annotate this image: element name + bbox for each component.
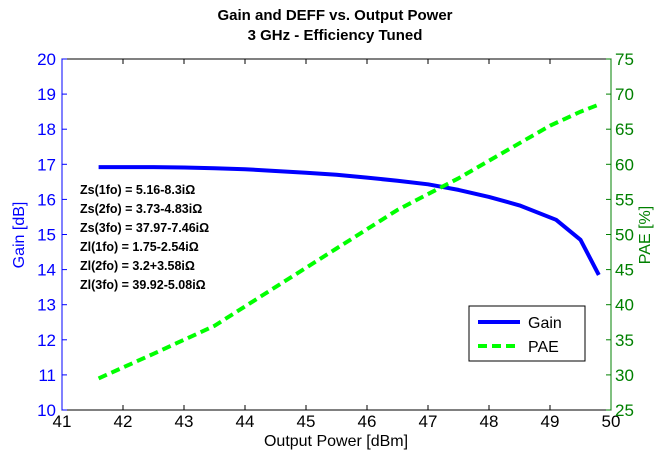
right-tick-label: 25 — [615, 401, 634, 420]
annotation-zs2: Zs(2fo) = 3.73-4.83iΩ — [80, 202, 202, 216]
x-tick-label: 49 — [541, 412, 560, 431]
left-tick-label: 12 — [37, 331, 56, 350]
left-tick-label: 11 — [38, 366, 56, 385]
right-tick-label: 60 — [615, 155, 634, 174]
left-tick-label: 19 — [37, 85, 56, 104]
annotation-zl3: Zl(3fo) = 39.92-5.08iΩ — [80, 278, 206, 292]
left-tick-label: 15 — [37, 226, 56, 245]
x-axis-label: Output Power [dBm] — [264, 433, 408, 450]
x-tick-label: 48 — [480, 412, 499, 431]
right-axis-ticks: 25 30 35 40 45 50 55 60 65 70 75 — [606, 50, 634, 420]
right-tick-label: 55 — [615, 190, 634, 209]
left-tick-label: 17 — [37, 155, 56, 174]
annotation-zl1: Zl(1fo) = 1.75-2.54iΩ — [80, 240, 199, 254]
legend: Gain PAE — [468, 305, 586, 362]
x-tick-label: 43 — [175, 412, 194, 431]
right-tick-label: 70 — [615, 85, 634, 104]
right-tick-label: 65 — [615, 120, 634, 139]
right-axis-label: PAE [%] — [637, 206, 654, 264]
right-tick-label: 40 — [615, 296, 634, 315]
x-tick-label: 42 — [114, 412, 133, 431]
annotation-zs3: Zs(3fo) = 37.97-7.46iΩ — [80, 221, 209, 235]
annotation-zl2: Zl(2fo) = 3.2+3.58iΩ — [80, 259, 195, 273]
legend-box — [468, 305, 586, 362]
x-tick-label: 45 — [297, 412, 316, 431]
x-tick-label: 41 — [53, 412, 72, 431]
right-tick-label: 35 — [615, 331, 634, 350]
left-tick-label: 14 — [37, 261, 56, 280]
left-tick-label: 20 — [37, 50, 56, 69]
series-line-pae — [97, 102, 600, 381]
right-tick-label: 50 — [615, 226, 634, 245]
series-line-gain — [98, 165, 601, 276]
right-tick-label: 45 — [615, 261, 634, 280]
right-tick-label: 75 — [615, 50, 634, 69]
annotation-zs1: Zs(1fo) = 5.16-8.3iΩ — [80, 183, 195, 197]
x-tick-label: 50 — [602, 412, 621, 431]
left-axis-label: Gain [dB] — [11, 202, 28, 269]
left-tick-label: 18 — [37, 120, 56, 139]
x-axis-ticks: 41 42 43 44 45 46 47 48 49 50 — [53, 59, 621, 431]
left-tick-label: 10 — [37, 401, 56, 420]
left-tick-label: 16 — [37, 190, 56, 209]
legend-label-pae: PAE — [528, 339, 559, 356]
series-layer — [97, 102, 601, 381]
left-tick-label: 13 — [37, 296, 56, 315]
x-tick-label: 47 — [419, 412, 438, 431]
right-tick-label: 30 — [615, 366, 634, 385]
impedance-annotations: Zs(1fo) = 5.16-8.3iΩ Zs(2fo) = 3.73-4.83… — [80, 183, 209, 292]
left-axis-ticks: 10 11 12 13 14 15 16 17 18 19 20 — [37, 50, 67, 420]
chart-subtitle: 3 GHz - Efficiency Tuned — [248, 27, 423, 44]
chart-title: Gain and DEFF vs. Output Power — [217, 7, 452, 24]
legend-label-gain: Gain — [528, 315, 562, 332]
x-tick-label: 44 — [236, 412, 255, 431]
x-tick-label: 46 — [358, 412, 377, 431]
